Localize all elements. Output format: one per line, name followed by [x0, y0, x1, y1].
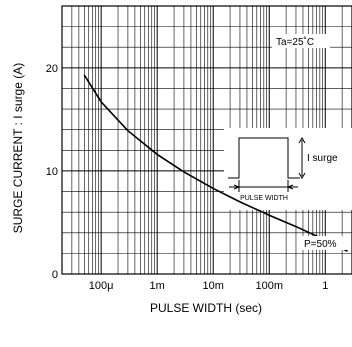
x-tick-label: 100μ — [89, 280, 114, 292]
y-tick-label: 0 — [52, 269, 58, 281]
x-tick-label: 1 — [322, 280, 328, 292]
x-axis-title: PULSE WIDTH (sec) — [150, 301, 262, 315]
y-axis-ticks: 0 10 20 — [46, 63, 58, 281]
x-tick-label: 10m — [203, 280, 224, 292]
x-axis-ticks: 100μ 1m 10m 100m 1 — [89, 280, 329, 292]
y-tick-label: 20 — [46, 63, 58, 75]
x-tick-label: 100m — [255, 280, 283, 292]
surge-current-curve — [83, 74, 348, 253]
pulse-inset: I surge PULSE WIDTH — [224, 128, 352, 210]
duty-label: P=50% — [304, 239, 337, 250]
temperature-label: Ta=25˚C — [276, 36, 314, 48]
inset-width-label: PULSE WIDTH — [240, 195, 288, 202]
plot-frame — [61, 5, 352, 275]
y-tick-label: 10 — [46, 166, 58, 178]
inset-current-label-bg — [305, 151, 345, 165]
y-axis-title: SURGE CURRENT : I surge (A) — [11, 63, 25, 233]
duty-label-bg — [302, 236, 346, 250]
inset-width-label-bg — [238, 192, 290, 202]
temperature-label-bg — [272, 34, 330, 48]
x-tick-label: 1m — [150, 280, 165, 292]
inset-current-label: I surge — [307, 153, 338, 164]
grid-lines — [62, 5, 352, 275]
inset-diagram — [228, 137, 306, 192]
